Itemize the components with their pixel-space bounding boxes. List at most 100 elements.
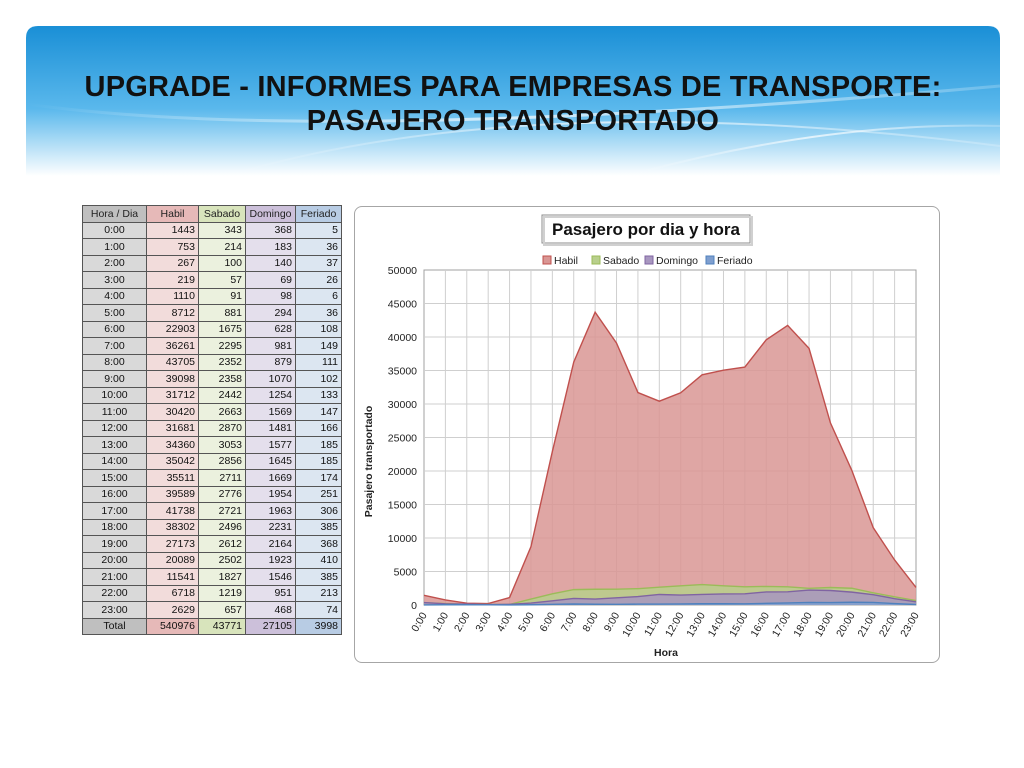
cell-sabado: 1219 xyxy=(198,584,246,602)
x-tick-label: 17:00 xyxy=(770,610,794,639)
cell-feriado: 111 xyxy=(295,353,342,371)
cell-habil: 219 xyxy=(146,271,199,289)
cell-domingo: 1070 xyxy=(245,370,296,388)
cell-feriado: 36 xyxy=(295,238,342,256)
cell-habil: 2629 xyxy=(146,601,199,619)
cell-feriado: 174 xyxy=(295,469,342,487)
table-header-row: Hora / Dia Habil Sabado Domingo Feriado xyxy=(82,205,342,223)
cell-domingo: 628 xyxy=(245,320,296,338)
col-header-domingo: Domingo xyxy=(245,205,296,223)
cell-sabado: 2721 xyxy=(198,502,246,520)
x-tick-label: 5:00 xyxy=(516,610,537,634)
x-tick-label: 7:00 xyxy=(559,610,580,634)
chart-title-box xyxy=(541,214,751,244)
cell-domingo: 951 xyxy=(245,584,296,602)
cell-sabado: 91 xyxy=(198,287,246,305)
area-habil xyxy=(424,312,916,605)
table-row: 8:00 43705 2352 879 111 xyxy=(82,353,342,371)
cell-feriado: 26 xyxy=(295,271,342,289)
table-row: 19:00 27173 2612 2164 368 xyxy=(82,535,342,553)
total-feriado: 3998 xyxy=(295,617,342,635)
table-row: 18:00 38302 2496 2231 385 xyxy=(82,518,342,536)
x-tick-label: 21:00 xyxy=(855,610,879,639)
cell-sabado: 2776 xyxy=(198,485,246,503)
cell-hora: 14:00 xyxy=(82,452,147,470)
cell-feriado: 251 xyxy=(295,485,342,503)
header-banner xyxy=(26,26,1000,176)
y-tick-label: 5000 xyxy=(394,567,418,579)
cell-habil: 38302 xyxy=(146,518,199,536)
cell-hora: 3:00 xyxy=(82,271,147,289)
cell-feriado: 410 xyxy=(295,551,342,569)
x-tick-label: 14:00 xyxy=(706,610,730,639)
line-habil xyxy=(423,310,917,605)
chart-title-shadow xyxy=(543,216,753,246)
cell-habil: 8712 xyxy=(146,304,199,322)
cell-domingo: 2231 xyxy=(245,518,296,536)
x-axis-title: Hora xyxy=(654,647,678,659)
hourly-passenger-table: Hora / Dia Habil Sabado Domingo Feriado … xyxy=(82,205,342,635)
y-axis-title: Pasajero transportado xyxy=(363,406,375,517)
cell-sabado: 2496 xyxy=(198,518,246,536)
cell-domingo: 294 xyxy=(245,304,296,322)
y-tick-label: 10000 xyxy=(388,533,417,545)
cell-domingo: 1569 xyxy=(245,403,296,421)
x-tick-label: 6:00 xyxy=(538,610,559,634)
cell-feriado: 5 xyxy=(295,221,342,239)
cell-sabado: 2856 xyxy=(198,452,246,470)
cell-sabado: 2352 xyxy=(198,353,246,371)
table-row: 4:00 1110 91 98 6 xyxy=(82,287,342,305)
table-row: 1:00 753 214 183 36 xyxy=(82,238,342,256)
table-row: 2:00 267 100 140 37 xyxy=(82,254,342,272)
x-tick-label: 16:00 xyxy=(749,610,773,639)
cell-domingo: 1669 xyxy=(245,469,296,487)
cell-domingo: 1954 xyxy=(245,485,296,503)
cell-habil: 30420 xyxy=(146,403,199,421)
cell-sabado: 2711 xyxy=(198,469,246,487)
cell-feriado: 368 xyxy=(295,535,342,553)
cell-hora: 0:00 xyxy=(82,221,147,239)
cell-hora: 15:00 xyxy=(82,469,147,487)
cell-hora: 2:00 xyxy=(82,254,147,272)
cell-hora: 22:00 xyxy=(82,584,147,602)
cell-hora: 10:00 xyxy=(82,386,147,404)
cell-feriado: 185 xyxy=(295,452,342,470)
col-header-habil: Habil xyxy=(146,205,199,223)
total-domingo: 27105 xyxy=(245,617,296,635)
cell-feriado: 37 xyxy=(295,254,342,272)
area-chart: Pasajero por dia y hora Habil Sabado Doming… xyxy=(363,214,922,659)
cell-domingo: 1923 xyxy=(245,551,296,569)
cell-feriado: 385 xyxy=(295,568,342,586)
cell-feriado: 147 xyxy=(295,403,342,421)
chart-title: Pasajero por dia y hora xyxy=(552,220,741,239)
cell-hora: 17:00 xyxy=(82,502,147,520)
cell-habil: 753 xyxy=(146,238,199,256)
x-tick-label: 1:00 xyxy=(431,610,452,634)
x-tick-label: 0:00 xyxy=(409,610,430,634)
cell-feriado: 185 xyxy=(295,436,342,454)
cell-feriado: 6 xyxy=(295,287,342,305)
x-tick-label: 4:00 xyxy=(495,610,516,634)
x-tick-label: 12:00 xyxy=(663,610,687,639)
cell-habil: 1110 xyxy=(146,287,199,305)
area-domingo xyxy=(424,590,916,605)
table-row: 14:00 35042 2856 1645 185 xyxy=(82,452,342,470)
cell-habil: 39589 xyxy=(146,485,199,503)
x-tick-label: 23:00 xyxy=(898,610,922,639)
cell-hora: 4:00 xyxy=(82,287,147,305)
cell-feriado: 306 xyxy=(295,502,342,520)
cell-habil: 43705 xyxy=(146,353,199,371)
y-tick-label: 20000 xyxy=(388,466,417,478)
cell-habil: 31681 xyxy=(146,419,199,437)
cell-habil: 39098 xyxy=(146,370,199,388)
table-row: 15:00 35511 2711 1669 174 xyxy=(82,469,342,487)
total-habil: 540976 xyxy=(146,617,199,635)
cell-domingo: 1645 xyxy=(245,452,296,470)
y-tick-label: 30000 xyxy=(388,399,417,411)
total-sabado: 43771 xyxy=(198,617,246,635)
cell-feriado: 74 xyxy=(295,601,342,619)
x-tick-label: 2:00 xyxy=(452,610,473,634)
cell-hora: 8:00 xyxy=(82,353,147,371)
slide-title: UPGRADE - INFORMES PARA EMPRESAS DE TRAN… xyxy=(26,70,1000,138)
cell-domingo: 2164 xyxy=(245,535,296,553)
